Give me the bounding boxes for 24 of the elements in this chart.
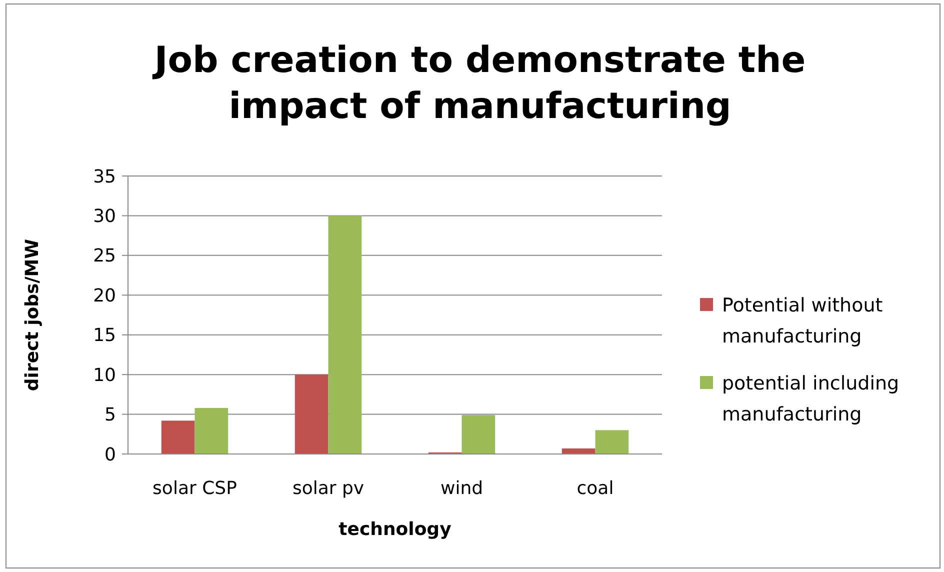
bar bbox=[462, 415, 496, 454]
y-tick-label: 0 bbox=[104, 444, 116, 466]
y-tick-label: 25 bbox=[93, 246, 116, 267]
chart-title: Job creation to demonstrate the impact of manufacturing bbox=[151, 40, 806, 127]
bar bbox=[562, 448, 596, 454]
bar bbox=[161, 420, 195, 454]
y-tick-label: 5 bbox=[104, 404, 116, 426]
x-tick-label: wind bbox=[440, 478, 484, 499]
x-tick-label: coal bbox=[576, 478, 614, 499]
x-tick-label: solar CSP bbox=[152, 478, 238, 499]
x-tick-label: solar pv bbox=[292, 478, 364, 499]
bar bbox=[294, 374, 328, 454]
y-tick-label: 15 bbox=[93, 325, 116, 346]
legend-label: Potential without manufacturing bbox=[722, 294, 883, 348]
bar bbox=[194, 408, 228, 454]
y-tick-label: 20 bbox=[93, 285, 116, 306]
bar bbox=[595, 430, 629, 454]
y-tick-label: 30 bbox=[93, 206, 116, 228]
legend-label: potential including manufacturing bbox=[722, 372, 900, 426]
y-axis-title: direct jobs/MW bbox=[22, 238, 43, 392]
y-tick-label: 10 bbox=[93, 364, 116, 386]
x-axis-title: technology bbox=[338, 519, 452, 540]
y-tick-label: 35 bbox=[93, 166, 116, 188]
bar bbox=[328, 216, 362, 454]
